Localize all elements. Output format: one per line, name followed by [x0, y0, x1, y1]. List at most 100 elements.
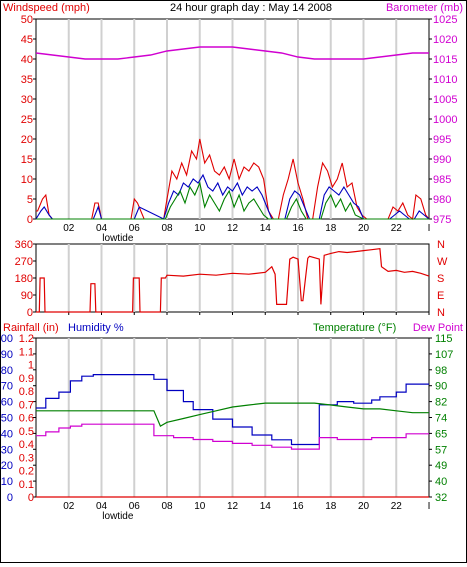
windspeed-tick-label: 25: [21, 114, 33, 126]
windspeed-tick-label: 20: [21, 134, 33, 146]
compass-tick-label: E: [437, 290, 444, 302]
temperature-tick-label: 65: [435, 428, 447, 440]
barometer-tick-label: 1005: [433, 94, 457, 106]
x-tick-label: 14: [260, 501, 272, 512]
humidity-tick-label: 50: [1, 413, 13, 425]
x-tick-label: 22: [391, 501, 403, 512]
barometer-tick-label: 1015: [433, 54, 457, 66]
humidity-tick-label: 80: [1, 365, 13, 377]
x-annotation-label: lowtide: [102, 511, 134, 522]
temperature-tick-label: 74: [435, 413, 447, 425]
windspeed-tick-label: 50: [21, 14, 33, 26]
x-tick-label: 04: [96, 223, 108, 234]
temperature-tick-label: 98: [435, 365, 447, 377]
humidity-tick-label: 60: [1, 397, 13, 409]
barometer-tick-label: 1020: [433, 34, 457, 46]
x-tick-label: 12: [227, 501, 239, 512]
direction-tick-label: 0: [27, 307, 33, 319]
x-tick-label: 04: [96, 501, 108, 512]
compass-tick-label: S: [437, 273, 444, 285]
x-tick-label: 06: [129, 223, 141, 234]
humidity-tick-label: 70: [1, 381, 13, 393]
x-tick-label: 06: [129, 501, 141, 512]
compass-tick-label: N: [437, 239, 445, 251]
rainfall-tick-label: 0.4: [19, 439, 34, 451]
rainfall-tick-label: 0.2: [19, 466, 34, 478]
rainfall-tick-label: 0.3: [19, 452, 34, 464]
series-line-wind-average-2-mph-: [36, 181, 429, 220]
barometer-tick-label: 990: [433, 154, 451, 166]
windspeed-axis-label: Windspeed (mph): [3, 2, 90, 14]
x-tick-label: 16: [292, 223, 304, 234]
series-line-humidity-: [36, 374, 429, 446]
temperature-tick-label: 57: [435, 444, 447, 456]
temperature-tick-label: 82: [435, 397, 447, 409]
temperature-tick-label: 32: [435, 492, 447, 504]
rainfall-tick-label: 0: [28, 492, 34, 504]
x-tick-label: 14: [260, 223, 272, 234]
humidity-tick-label: 10: [1, 476, 13, 488]
humidity-tick-label: 100: [1, 333, 13, 345]
windspeed-tick-label: 5: [27, 194, 33, 206]
x-tick-label: 02: [63, 223, 75, 234]
series-line-barometer-mb-: [35, 46, 429, 60]
humidity-tick-label: 90: [1, 349, 13, 361]
series-line-temperature-f-: [36, 402, 429, 427]
direction-tick-label: 270: [15, 256, 33, 268]
barometer-tick-label: 1010: [433, 74, 457, 86]
x-tick-label: 10: [194, 223, 206, 234]
windspeed-tick-label: 35: [21, 74, 33, 86]
x-tick-label: 20: [358, 501, 370, 512]
rainfall-tick-label: 0.6: [19, 413, 34, 425]
humidity-axis-label: Humidity %: [68, 322, 124, 334]
series-line-wind-direction: [36, 248, 430, 313]
compass-tick-label: N: [437, 307, 445, 319]
windspeed-tick-label: 40: [21, 54, 33, 66]
x-annotation-label: lowtide: [102, 233, 134, 244]
windspeed-tick-label: 30: [21, 94, 33, 106]
x-tick-label: 08: [161, 501, 173, 512]
rainfall-axis-label: Rainfall (in): [3, 322, 59, 334]
direction-tick-label: 90: [21, 290, 33, 302]
series-line-dew-point: [36, 423, 429, 450]
x-tick-label: 16: [292, 501, 304, 512]
x-tick-label: 18: [325, 223, 337, 234]
x-tick-label: 08: [161, 223, 173, 234]
temperature-tick-label: 40: [435, 476, 447, 488]
x-tick-label: 18: [325, 501, 337, 512]
x-tick-label: 12: [227, 223, 239, 234]
humidity-tick-label: 20: [1, 460, 13, 472]
barometer-tick-label: 975: [433, 214, 451, 226]
rainfall-tick-label: 0.9: [19, 373, 34, 385]
temperature-tick-label: 90: [435, 381, 447, 393]
chart-title: 24 hour graph day : May 14 2008: [170, 2, 332, 14]
compass-tick-label: W: [437, 256, 448, 268]
humidity-tick-label: 40: [1, 428, 13, 440]
windspeed-tick-label: 15: [21, 154, 33, 166]
windspeed-tick-label: 45: [21, 34, 33, 46]
direction-tick-label: 180: [15, 273, 33, 285]
rainfall-tick-label: 0.5: [19, 426, 34, 438]
x-tick-label: 02: [63, 501, 75, 512]
rainfall-tick-label: 0.8: [19, 386, 34, 398]
dewpoint-axis-label: Dew Point: [413, 322, 463, 334]
rainfall-tick-label: 1.2: [19, 333, 34, 345]
rainfall-tick-label: 0.1: [19, 479, 34, 491]
temperature-tick-label: 107: [435, 349, 453, 361]
barometer-tick-label: 995: [433, 134, 451, 146]
x-tick-label: 20: [358, 223, 370, 234]
rainfall-tick-label: 0.7: [19, 399, 34, 411]
temperature-axis-label: Temperature (°F): [313, 322, 396, 334]
barometer-tick-label: 985: [433, 174, 451, 186]
series-line-wind-average-mph-: [35, 173, 430, 220]
barometer-axis-label: Barometer (mb): [386, 2, 463, 14]
direction-tick-label: 360: [15, 239, 33, 251]
windspeed-tick-label: 0: [27, 214, 33, 226]
temperature-tick-label: 115: [435, 333, 453, 345]
windspeed-tick-label: 10: [21, 174, 33, 186]
barometer-tick-label: 980: [433, 194, 451, 206]
temperature-tick-label: 49: [435, 460, 447, 472]
rainfall-tick-label: 1: [28, 360, 34, 372]
